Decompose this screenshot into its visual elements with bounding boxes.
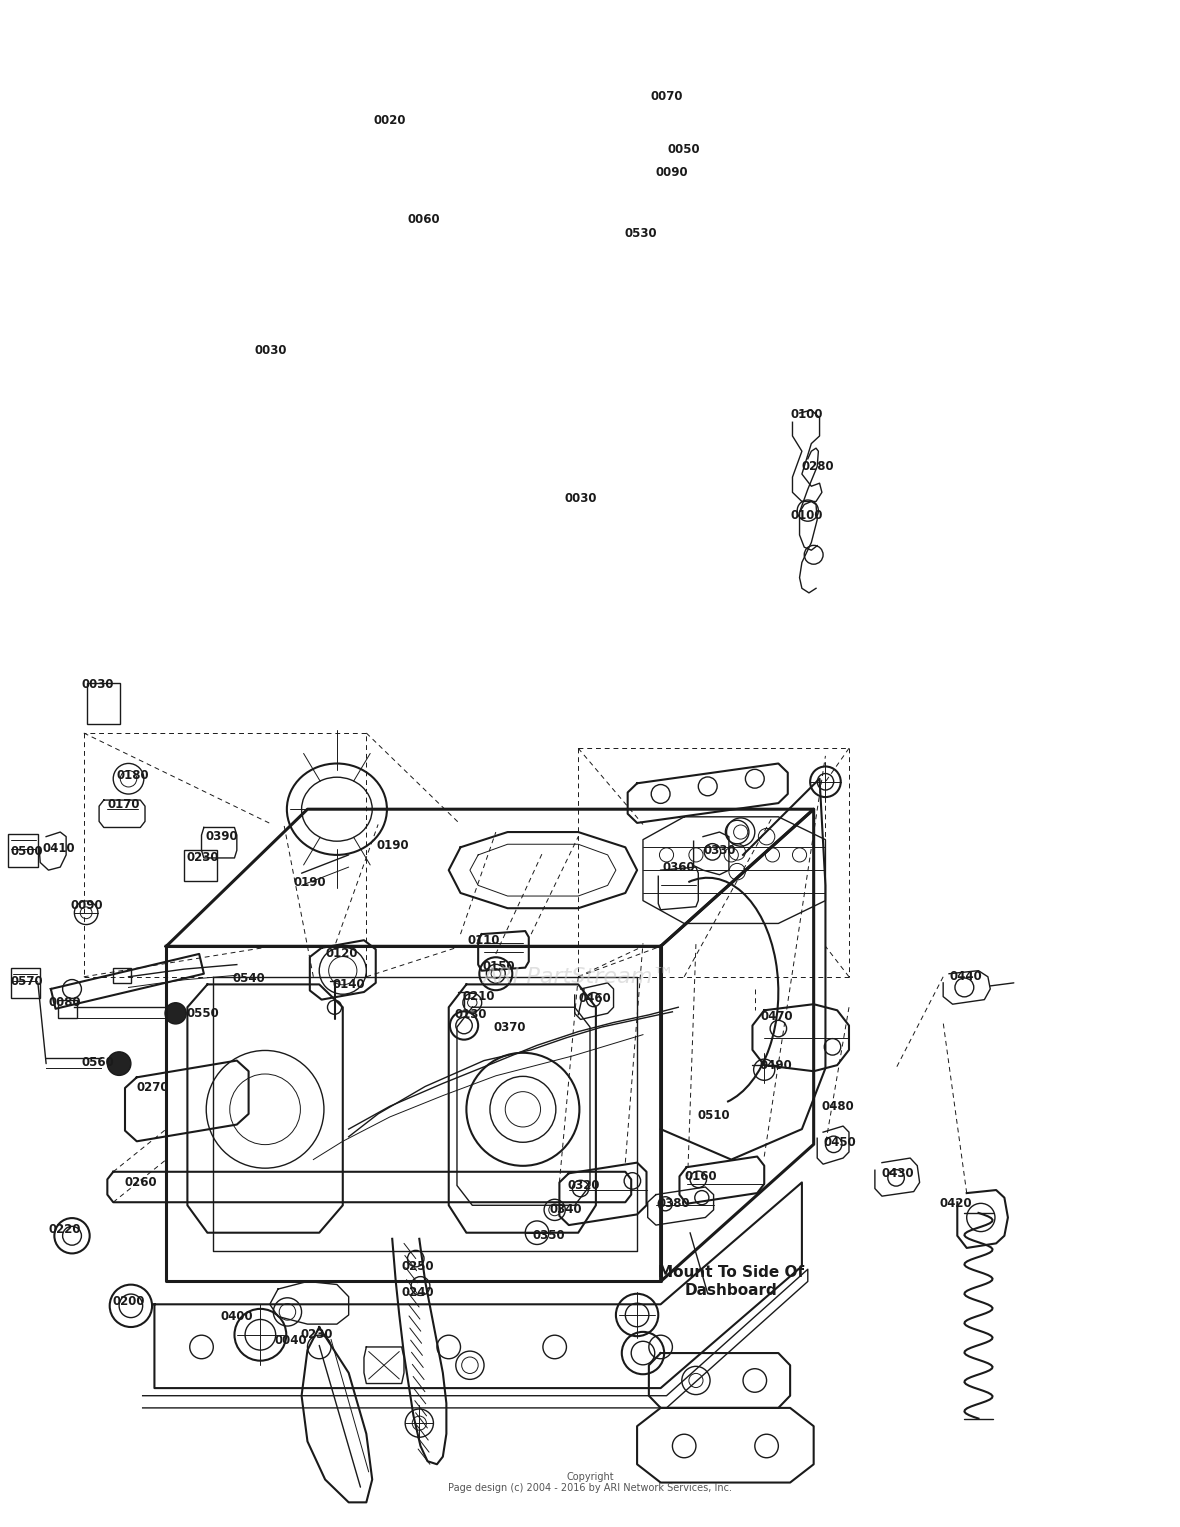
Bar [11,968,40,999]
Bar [8,834,38,867]
Text: 0090: 0090 [656,166,689,179]
Circle shape [165,1003,186,1025]
Text: 0510: 0510 [697,1109,729,1122]
Text: 0160: 0160 [684,1170,716,1183]
Text: 0440: 0440 [949,970,982,983]
Bar [113,968,131,983]
Text: 0070: 0070 [650,90,682,102]
Text: 0360: 0360 [663,861,696,873]
Text: Mount To Side Of
Dashboard: Mount To Side Of Dashboard [658,1266,805,1298]
Text: 0080: 0080 [48,996,81,1009]
Bar [87,683,120,724]
Text: 0200: 0200 [112,1295,144,1307]
Text: 0410: 0410 [42,843,76,855]
Text: 0150: 0150 [483,959,516,973]
Text: 0540: 0540 [232,971,264,985]
Text: 0480: 0480 [822,1099,854,1113]
Text: 0170: 0170 [107,799,140,811]
Circle shape [107,1052,131,1075]
Text: 0430: 0430 [881,1167,915,1180]
Text: 0330: 0330 [703,844,735,857]
Text: ARI PartStream™: ARI PartStream™ [481,967,675,986]
Text: 0190: 0190 [376,840,409,852]
Text: 0380: 0380 [657,1197,690,1211]
Text: 0240: 0240 [401,1286,434,1298]
Text: 0470: 0470 [761,1009,793,1023]
Text: 0230: 0230 [301,1328,333,1341]
Text: 0090: 0090 [71,899,104,912]
Text: 0230: 0230 [186,852,218,864]
Text: 0180: 0180 [117,770,150,782]
Text: 0460: 0460 [578,991,611,1005]
Text: 0100: 0100 [791,408,822,421]
Text: 0270: 0270 [137,1081,169,1095]
Text: 0340: 0340 [550,1203,583,1217]
Text: 0220: 0220 [48,1223,81,1237]
Text: 0030: 0030 [564,492,597,505]
Text: 0550: 0550 [186,1006,219,1020]
Bar [58,1000,77,1019]
Text: 0570: 0570 [11,974,44,988]
Text: 0370: 0370 [493,1020,526,1034]
Text: 0400: 0400 [221,1310,253,1322]
Text: 0050: 0050 [668,144,700,156]
Text: 0250: 0250 [401,1260,434,1272]
Text: 0140: 0140 [333,977,365,991]
Text: 0060: 0060 [407,214,440,226]
Text: 0120: 0120 [326,947,358,960]
Text: 0100: 0100 [791,508,822,522]
Text: 0350: 0350 [532,1229,565,1243]
Text: 0530: 0530 [624,228,657,240]
Text: 0420: 0420 [939,1197,972,1211]
Text: 0320: 0320 [568,1179,601,1193]
Text: 0560: 0560 [81,1055,114,1069]
Text: 0450: 0450 [824,1136,856,1150]
Text: 0490: 0490 [760,1058,792,1072]
Text: 0030: 0030 [255,344,287,357]
Text: 0210: 0210 [463,989,496,1003]
Text: 0130: 0130 [454,1008,487,1022]
Text: 0500: 0500 [11,846,44,858]
Text: 0390: 0390 [205,831,237,843]
Text: Copyright
Page design (c) 2004 - 2016 by ARI Network Services, Inc.: Copyright Page design (c) 2004 - 2016 by… [448,1472,732,1493]
Text: 0040: 0040 [275,1335,307,1347]
Text: 0030: 0030 [81,678,114,690]
Text: 0020: 0020 [373,115,406,127]
Bar [184,851,217,881]
Text: 0280: 0280 [802,460,834,473]
Text: 0110: 0110 [467,933,500,947]
Text: 0190: 0190 [294,876,326,889]
Text: 0260: 0260 [125,1176,158,1190]
